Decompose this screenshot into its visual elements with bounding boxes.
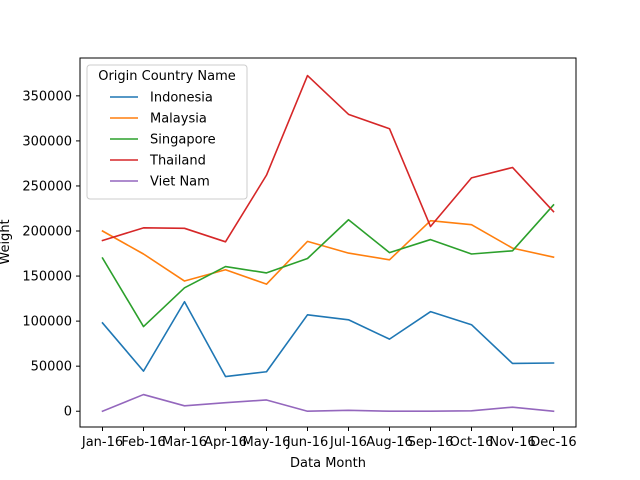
series-line-indonesia bbox=[101, 300, 555, 378]
x-tick-label: Nov-16 bbox=[489, 435, 535, 450]
series-line-malaysia bbox=[101, 219, 555, 285]
x-tick-label: Apr-16 bbox=[204, 435, 247, 450]
legend-label-malaysia: Malaysia bbox=[150, 112, 207, 127]
y-tick-label: 100000 bbox=[22, 315, 72, 330]
legend: Origin Country Name Indonesia Malaysia Sin… bbox=[86, 64, 248, 200]
legend-label-indonesia: Indonesia bbox=[150, 91, 213, 106]
y-tick-label: 0 bbox=[64, 405, 72, 420]
y-tick-label: 300000 bbox=[22, 134, 72, 149]
y-axis-title: Weight bbox=[0, 219, 13, 264]
x-tick-label: May-16 bbox=[243, 435, 291, 450]
x-tick-label: Dec-16 bbox=[530, 435, 576, 450]
y-tick-label: 200000 bbox=[22, 225, 72, 240]
y-tick-label: 250000 bbox=[22, 179, 72, 194]
x-tick-label: Aug-16 bbox=[366, 435, 413, 450]
x-tick-label: Jan-16 bbox=[81, 435, 123, 450]
y-tick-label: 350000 bbox=[22, 89, 72, 104]
x-tick-label: Jul-16 bbox=[329, 435, 367, 450]
x-tick-label: Sep-16 bbox=[408, 435, 454, 450]
y-tick-label: 150000 bbox=[22, 270, 72, 285]
legend-entries: Indonesia Malaysia Singapore Thailand Viet N… bbox=[110, 91, 216, 190]
legend-label-singapore: Singapore bbox=[150, 133, 216, 148]
series-line-viet-nam bbox=[101, 393, 555, 413]
series-layer bbox=[101, 74, 555, 413]
y-tick-label: 50000 bbox=[31, 360, 72, 375]
legend-box bbox=[86, 64, 248, 200]
x-tick-label: Oct-16 bbox=[450, 435, 494, 450]
legend-label-thailand: Thailand bbox=[149, 154, 206, 169]
legend-label-viet-nam: Viet Nam bbox=[150, 175, 210, 190]
series-line-thailand bbox=[101, 74, 555, 243]
y-axis: 0 50000 100000 150000 200000 250000 300000 3500… bbox=[22, 89, 80, 420]
plot-frame bbox=[79, 57, 577, 428]
legend-title: Origin Country Name bbox=[98, 69, 236, 84]
x-tick-label: Feb-16 bbox=[121, 435, 165, 450]
x-tick-label: Mar-16 bbox=[162, 435, 207, 450]
x-tick-label: Jun-16 bbox=[286, 435, 329, 450]
series-line-singapore bbox=[101, 203, 555, 328]
x-axis-title: Data Month bbox=[290, 456, 366, 471]
